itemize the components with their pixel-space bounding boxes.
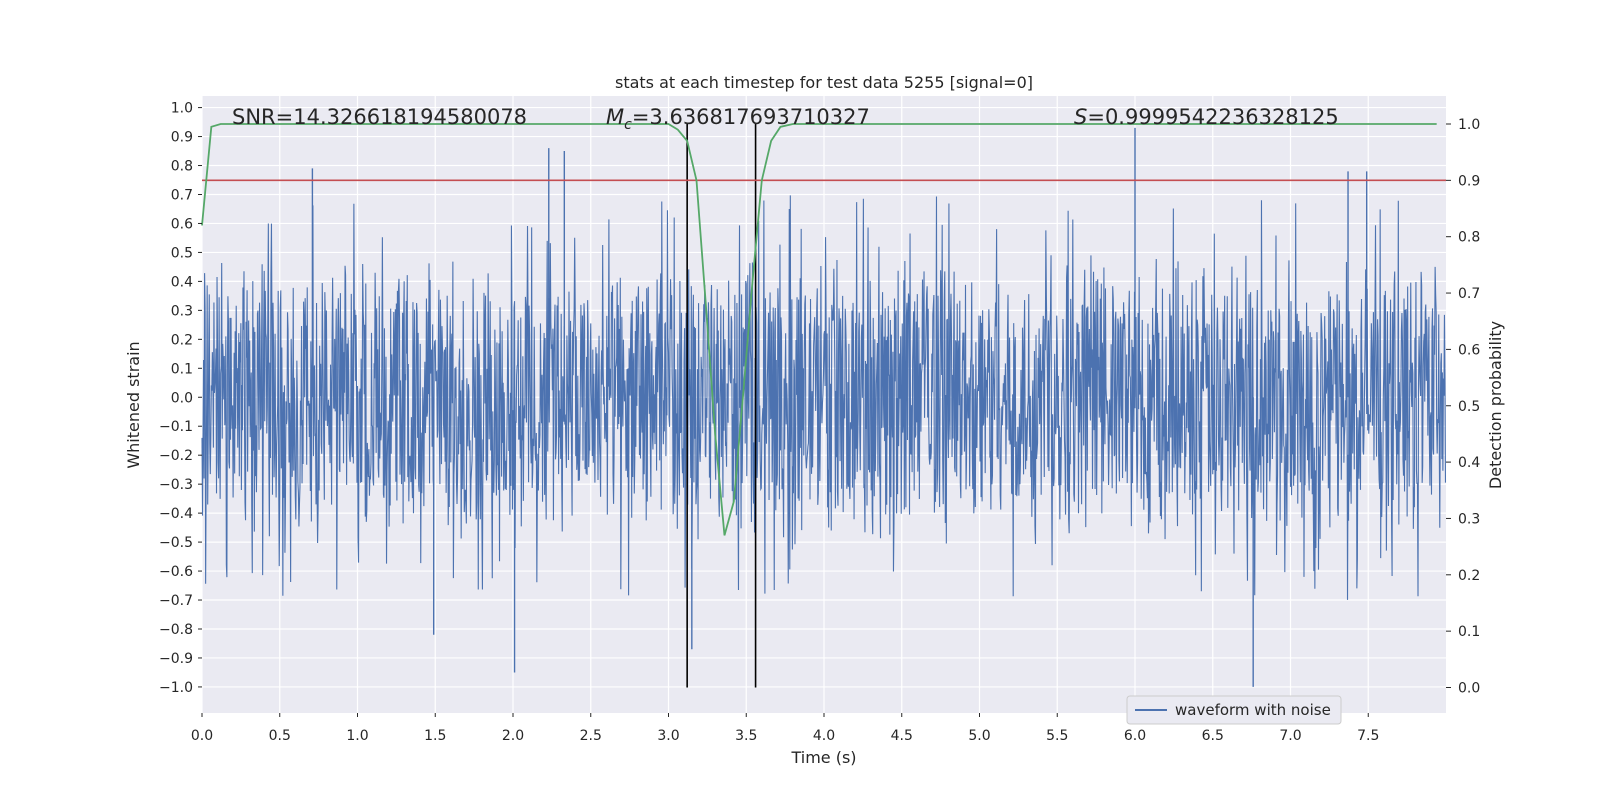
- yl-tick-label-7: 0.3: [171, 303, 193, 319]
- x-tick-label-14: 7.0: [1279, 728, 1301, 744]
- x-axis-label: Time (s): [790, 748, 856, 767]
- x-tick-label-8: 4.0: [813, 728, 835, 744]
- yr-tick-label-6: 0.4: [1458, 455, 1480, 471]
- x-tick-label-3: 1.5: [424, 728, 446, 744]
- yl-tick-label-5: 0.5: [171, 245, 193, 261]
- yl-tick-label-3: 0.7: [171, 187, 193, 203]
- x-tick-label-13: 6.5: [1202, 728, 1224, 744]
- yl-tick-label-6: 0.4: [171, 274, 193, 290]
- waveform-series: [201, 127, 1447, 687]
- yr-tick-label-5: 0.5: [1458, 399, 1480, 415]
- y-axis-left: 1.0 0.9 0.8 0.7 0.6 0.5 0.4 0.3 0.2 0.1 0.0 −0.1 −0.…: [159, 101, 202, 696]
- yr-tick-label-7: 0.3: [1458, 511, 1480, 527]
- x-tick-label-1: 0.5: [269, 728, 291, 744]
- yl-tick-label-0: 1.0: [171, 101, 193, 117]
- y-axis-right-label: Detection probability: [1486, 321, 1505, 489]
- x-tick-label-11: 5.5: [1046, 728, 1068, 744]
- yl-tick-label-1: 0.9: [171, 130, 193, 146]
- chart-title: stats at each timestep for test data 525…: [615, 73, 1033, 92]
- y-axis-right: 1.0 0.9 0.8 0.7 0.6 0.5 0.4 0.3 0.2 0.1 0.0: [1446, 117, 1480, 697]
- yr-tick-label-10: 0.0: [1458, 681, 1480, 697]
- yr-tick-label-0: 1.0: [1458, 117, 1480, 133]
- yl-tick-label-4: 0.6: [171, 216, 193, 232]
- x-tick-label-0: 0.0: [191, 728, 213, 744]
- yl-tick-label-2: 0.8: [171, 159, 193, 175]
- yl-tick-label-15: −0.5: [159, 535, 193, 551]
- x-tick-label-12: 6.0: [1124, 728, 1146, 744]
- yr-tick-label-2: 0.8: [1458, 230, 1480, 246]
- yl-tick-label-9: 0.1: [171, 361, 193, 377]
- yl-tick-label-12: −0.2: [159, 448, 193, 464]
- yl-tick-label-20: −1.0: [159, 680, 193, 696]
- x-tick-label-9: 4.5: [891, 728, 913, 744]
- yr-tick-label-8: 0.2: [1458, 568, 1480, 584]
- x-tick-label-5: 2.5: [580, 728, 602, 744]
- yr-tick-label-4: 0.6: [1458, 342, 1480, 358]
- x-axis: 0.0 0.5 1.0 1.5 2.0 2.5 3.0 3.5 4.0 4.5 5.0 5.5 6.0 6…: [191, 713, 1379, 744]
- snr-annotation: SNR=14.326618194580078: [232, 105, 527, 129]
- chirp-mass-annotation: Mc=3.636817693710327: [606, 105, 870, 133]
- legend-box: [1126, 695, 1342, 725]
- yl-tick-label-19: −0.9: [159, 651, 193, 667]
- yr-tick-label-9: 0.1: [1458, 624, 1480, 640]
- legend-label: waveform with noise: [1175, 701, 1331, 719]
- x-tick-label-10: 5.0: [968, 728, 990, 744]
- yl-tick-label-13: −0.3: [159, 477, 193, 493]
- yl-tick-label-10: 0.0: [171, 390, 193, 406]
- probability-series: [201, 123, 1437, 536]
- yl-tick-label-16: −0.6: [159, 564, 193, 580]
- chirp-mass-symbol: M: [606, 105, 624, 129]
- x-tick-label-2: 1.0: [346, 728, 368, 744]
- x-tick-label-7: 3.5: [735, 728, 757, 744]
- legend: waveform with noise: [1126, 695, 1342, 725]
- significance-value: =0.9999542236328125: [1087, 105, 1338, 129]
- yl-tick-label-18: −0.8: [159, 622, 193, 638]
- significance-symbol: S: [1074, 105, 1087, 129]
- y-axis-left-label: Whitened strain: [124, 341, 143, 468]
- x-tick-label-4: 2.0: [502, 728, 524, 744]
- vertical-markers: [686, 124, 757, 688]
- yl-tick-label-14: −0.4: [159, 506, 193, 522]
- yl-tick-label-11: −0.1: [159, 419, 193, 435]
- significance-annotation: S=0.9999542236328125: [1074, 105, 1339, 129]
- x-tick-label-15: 7.5: [1357, 728, 1379, 744]
- chirp-mass-subscript: c: [624, 117, 632, 133]
- yl-tick-label-17: −0.7: [159, 593, 193, 609]
- yr-tick-label-3: 0.7: [1458, 286, 1480, 302]
- x-tick-label-6: 3.0: [657, 728, 679, 744]
- waveform-line: [201, 195, 1447, 600]
- probability-line: [201, 123, 1437, 536]
- yr-tick-label-1: 0.9: [1458, 173, 1480, 189]
- chirp-mass-value: =3.636817693710327: [632, 105, 870, 129]
- yl-tick-label-8: 0.2: [171, 332, 193, 348]
